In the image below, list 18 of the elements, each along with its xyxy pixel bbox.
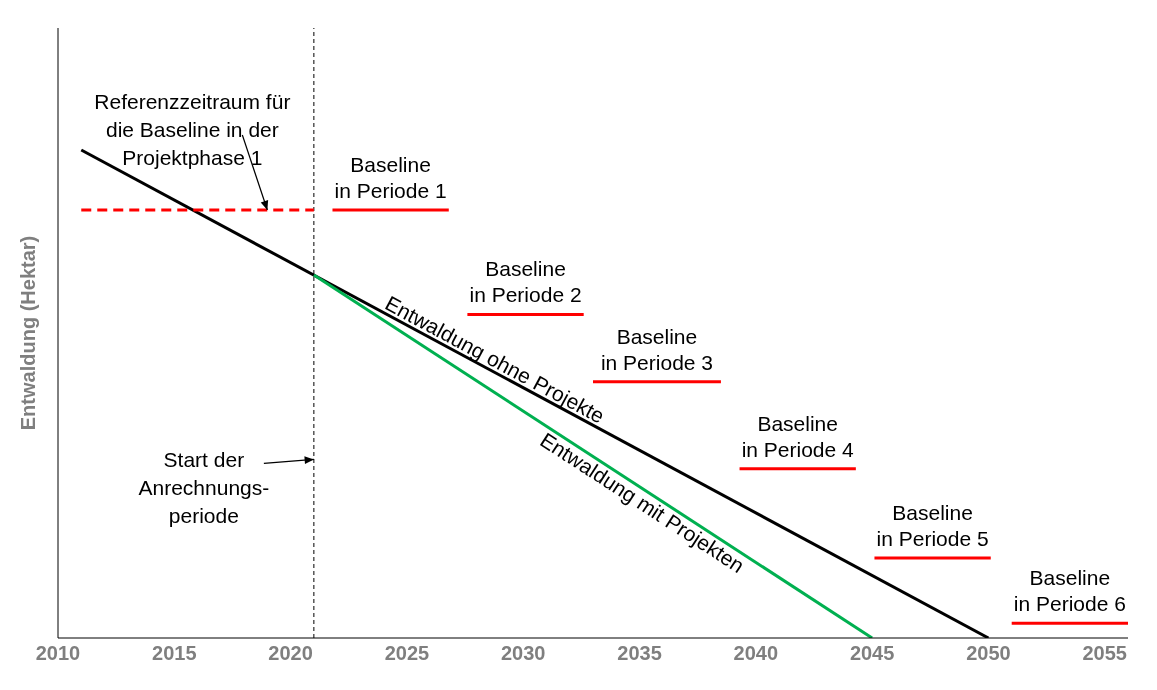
series-label: Baseline in Periode 3 [600, 324, 714, 374]
y-axis-title: Entwaldung (Hektar) [17, 235, 40, 431]
x-tick-label: 2010 [35, 642, 81, 665]
x-tick-label: 2025 [384, 642, 430, 665]
x-tick-label: 2015 [152, 642, 197, 665]
x-tick-label: 2050 [966, 642, 1011, 665]
x-tick-label: 2055 [1082, 642, 1127, 665]
series-label: Baseline in Periode 4 [741, 411, 855, 461]
x-tick-label: 2040 [733, 642, 779, 665]
series-label: Baseline in Periode 5 [876, 500, 989, 550]
series-label: Baseline in Periode 6 [1013, 566, 1126, 616]
x-tick-label: 2035 [617, 642, 662, 665]
series-label: Baseline in Periode 1 [334, 153, 447, 203]
annotation: Referenzzeitraum für die Baseline in der Projektphase 1 [94, 90, 291, 170]
annotation: Start der Anrechnungs- periode [138, 448, 270, 528]
x-tick-label: 2030 [500, 642, 546, 665]
x-tick-label: 2020 [268, 642, 313, 665]
x-tick-label: 2045 [849, 642, 895, 665]
